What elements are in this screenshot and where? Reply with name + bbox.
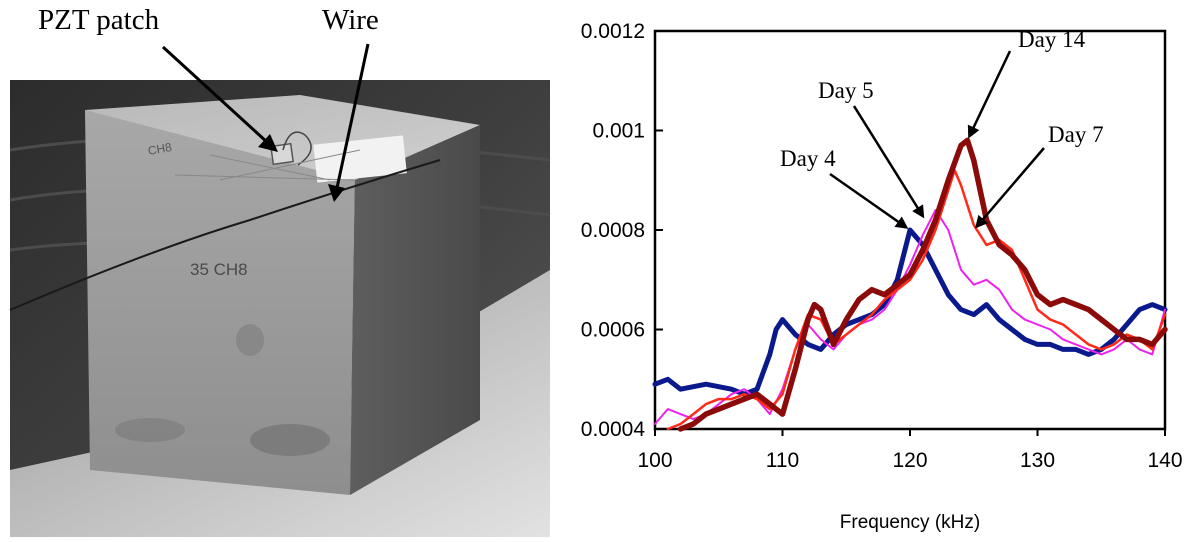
annotation-layer: Day 4 Day 5 Day 14 Day 7	[780, 27, 1104, 229]
annotation-arrowhead	[912, 204, 925, 219]
pzt-arrow	[161, 45, 278, 152]
wire-arrow	[328, 43, 370, 202]
specimen-photo-panel: CH8 35 CH8 PZT patch Wire	[0, 0, 560, 537]
series-layer	[652, 137, 1168, 432]
pencil-lines	[174, 149, 361, 181]
x-tick-label: 110	[766, 449, 799, 472]
block-mark-top: CH8	[147, 140, 173, 158]
cube-side-face	[350, 125, 480, 495]
annotation-arrowhead	[975, 214, 988, 229]
annotation-label: Day 7	[1048, 122, 1104, 147]
y-tick-label: 0.001	[592, 120, 645, 143]
annotation-label: Day 5	[818, 78, 874, 103]
x-tick-label: 120	[892, 449, 927, 472]
wire-loop	[282, 131, 312, 166]
cube-front-face	[85, 110, 355, 495]
x-tick-label: 130	[1020, 449, 1055, 472]
stain	[236, 324, 264, 356]
impedance-chart: 0.0004 0.0006 0.0008 0.001 0.0012 100 110 120 1…	[560, 0, 1196, 537]
concrete-cube-photo: CH8 35 CH8	[9, 43, 551, 537]
annotation-arrow	[829, 172, 901, 225]
y-tick-label: 0.0006	[581, 319, 645, 342]
block-mark-front: 35 CH8	[190, 260, 248, 279]
series-line-day-4	[652, 227, 1168, 397]
y-axis: 0.0004 0.0006 0.0008 0.001 0.0012	[581, 20, 663, 441]
annotation-arrow	[852, 105, 920, 211]
x-tick-label: 140	[1147, 449, 1182, 472]
y-tick-label: 0.0012	[581, 20, 645, 43]
wire-label: Wire	[322, 4, 379, 36]
y-tick-label: 0.0004	[581, 418, 646, 441]
annotation-label: Day 14	[1018, 27, 1086, 52]
x-axis-label: Frequency (kHz)	[840, 512, 980, 533]
pzt-patch-label: PZT patch	[38, 4, 160, 36]
stain	[250, 424, 330, 456]
paper-note	[313, 135, 407, 183]
series-line-day-5	[654, 209, 1166, 425]
annotation-arrow	[971, 50, 1012, 131]
annotation-arrowhead	[967, 124, 980, 139]
x-axis: 100 110 120 130 140	[637, 429, 1183, 472]
wire	[9, 159, 441, 311]
x-tick-label: 100	[637, 449, 672, 472]
y-tick-label: 0.0008	[581, 219, 645, 242]
annotation-label: Day 4	[780, 146, 836, 171]
annotation-arrowhead	[894, 216, 909, 229]
stain	[115, 418, 185, 442]
series-line-day-14	[677, 137, 1168, 432]
annotation-arrow	[980, 147, 1045, 222]
